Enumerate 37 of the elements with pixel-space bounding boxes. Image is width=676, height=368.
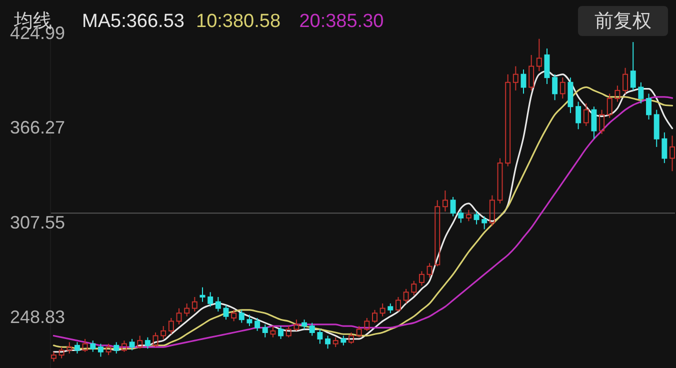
candlestick [614,85,620,102]
candlestick [302,319,308,330]
candlestick [670,135,675,172]
candlestick [380,302,386,317]
candlestick [544,48,550,85]
candlestick [160,326,166,340]
candlestick [340,335,346,346]
candlestick [58,346,64,359]
candlestick [560,77,566,100]
y-tick-label: 366.27 [10,118,66,138]
candlestick [270,326,276,338]
candlestick [591,106,597,140]
text: 20:385.30 [299,11,384,32]
text: MA5:366.53 [82,11,184,32]
candlestick [583,102,589,126]
candlestick [184,302,190,317]
candlestick [568,77,574,114]
candlestick [630,42,636,91]
candlestick [528,54,534,91]
candlestick [434,200,440,267]
candlestick [512,66,518,91]
candlestick [606,93,612,118]
candlestick [200,286,206,302]
candlestick [356,326,362,338]
candlestick [278,326,284,340]
y-tick-label: 248.83 [10,307,66,328]
candlestick [662,132,668,164]
candlestick [497,158,503,204]
candlestick [520,68,526,94]
candlestick [286,326,292,338]
candlestick [646,93,652,120]
candlestick [442,190,448,212]
text: 10:380.58 [196,11,281,32]
y-tick-label: 307.55 [10,212,66,232]
candlestick [90,340,96,352]
candlestick [505,74,511,167]
text: 前复权 [594,11,652,32]
